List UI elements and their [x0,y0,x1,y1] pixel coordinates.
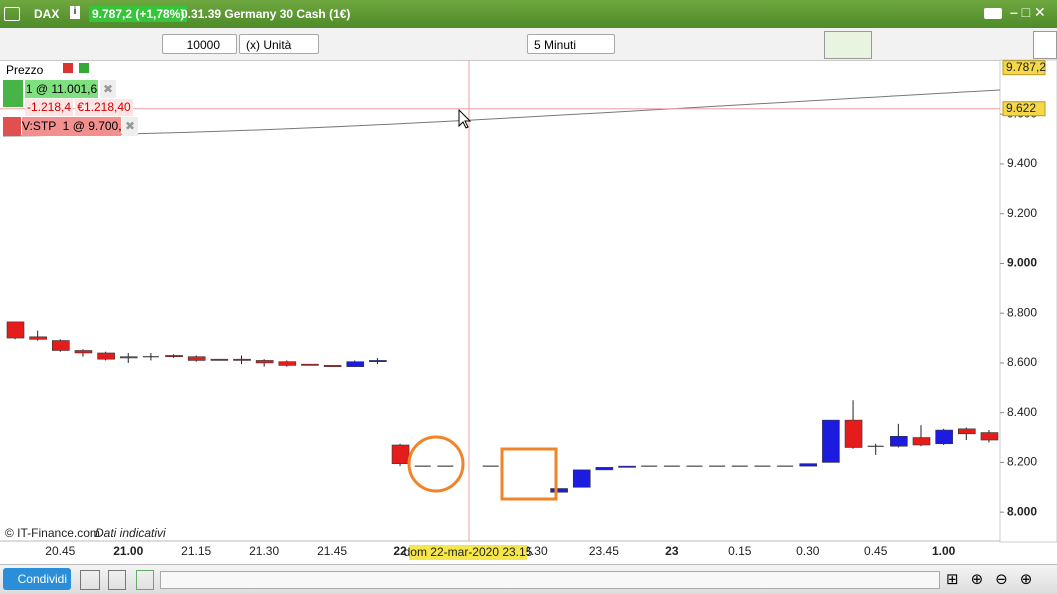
bottom-bar: Condividi ⊞⊕⊖⊕ [0,564,1057,594]
panel-label: Prezzo [6,63,44,77]
panel-header: Prezzo [3,61,103,77]
window-title: 0.31.39 Germany 30 Cash (1€) [181,7,351,21]
data-note: Dati indicativi [95,526,166,540]
x-tick-label: 21.30 [249,544,279,558]
candle-body [618,465,636,468]
mouse-cursor [458,108,472,129]
x-tick-label: 21.45 [317,544,347,558]
candle-body [6,321,25,339]
y-tick-label: 9.000 [1007,256,1037,270]
x-tick-label: 21.15 [181,544,211,558]
candle-body [822,419,840,463]
price-axis [999,59,1057,543]
candle-body [890,435,908,447]
tool-icon[interactable] [80,570,100,590]
candle-body [980,432,999,441]
x-tick-label: 22 [393,544,407,558]
y-tick-label: 8.600 [1007,355,1037,369]
close-position[interactable]: ✖ [100,80,116,98]
x-tick-label: 20.45 [45,544,75,558]
timeframe-select[interactable]: 5 Minuti [527,34,615,54]
candle-body [935,429,953,445]
stop-order[interactable]: V:STP 1 @ 9.700,4 [22,117,128,136]
price-tag: 9.622 [1006,101,1036,115]
price-tag: 9.787,2 [1006,60,1046,74]
candle-body [572,469,591,488]
crosshair-label-box [409,545,527,560]
tool-icon[interactable] [136,570,154,590]
candle-body [165,355,183,358]
x-tick-label: 23 [665,544,679,558]
toolbar: 10000 (x) Unità 5 Minuti [0,28,1057,61]
candles [6,321,999,493]
candle-body [912,437,931,446]
scrollbar[interactable] [160,571,940,589]
y-tick-label: 8.000 [1007,504,1037,518]
candle-body [957,428,976,435]
cancel-order[interactable]: ✖ [122,117,138,136]
annotation-circle [407,435,465,493]
candle-body [97,352,115,360]
x-tick-label: 21.00 [113,544,143,558]
x-tick-label: 23.45 [589,544,619,558]
candle-body [187,356,206,361]
candle-body [29,336,47,340]
x-tick-label: 1.00 [932,544,956,558]
x-tick-label: 0.30 [796,544,820,558]
panel-button[interactable] [63,63,73,73]
candle-body [278,361,297,366]
quantity-input[interactable]: 10000 [162,34,237,54]
indicator-button[interactable] [824,31,872,59]
candle-body [799,463,818,467]
pnl-points: -1.218,4 [25,99,73,116]
info-icon[interactable]: i [70,6,80,19]
y-tick-label: 8.200 [1007,455,1037,469]
title-bar: DAX i 9.787,2 (+1,78%) 0.31.39 Germany 3… [0,0,1057,28]
share-button[interactable]: Condividi [3,568,71,590]
menu-icon[interactable] [4,7,20,21]
candle-body [323,365,342,367]
x-tick-label: 0.45 [864,544,888,558]
zoom-tools[interactable]: ⊞⊕⊖⊕ [946,571,1045,588]
candle-body [391,444,410,464]
annotation-square [500,447,558,501]
candle-body [550,488,568,493]
candle-body [255,360,274,364]
unit-select[interactable]: (x) Unità [239,34,319,54]
candle-body [844,419,863,448]
price-tag-box [1002,101,1046,117]
candle-body [74,350,93,354]
copyright: © IT-Finance.com [5,526,100,540]
candle-body [595,467,614,471]
panel-button[interactable] [79,63,89,73]
candle-body [301,363,319,366]
pnl-value: €1.218,40 [75,99,133,116]
x-tick-label: 3.30 [524,544,548,558]
candle-body [119,356,138,359]
price-tag-box [1002,60,1046,76]
position-icon[interactable] [3,80,23,107]
candle-body [346,361,365,367]
x-tick-label: 0.15 [728,544,752,558]
order-icon[interactable] [3,117,21,136]
position[interactable]: 1 @ 11.001,6 [25,80,98,98]
y-tick-label: 9.200 [1007,206,1037,220]
candle-body [210,358,229,361]
window-controls[interactable]: – □ ✕ [1010,4,1046,20]
symbol[interactable]: DAX [34,7,60,21]
y-tick-label: 9.400 [1007,156,1037,170]
candle-body [51,340,70,351]
y-tick-label: 8.800 [1007,305,1037,319]
moving-average [2,89,1001,137]
keyboard-icon[interactable] [984,8,1002,19]
crosshair-label: dom 22-mar-2020 23.15 [404,545,533,559]
price-badge: 9.787,2 (+1,78%) [89,6,188,22]
candle-body [233,358,251,361]
y-tick-label: 8.400 [1007,405,1037,419]
candle-body [369,360,387,362]
tool-icon[interactable] [108,570,126,590]
